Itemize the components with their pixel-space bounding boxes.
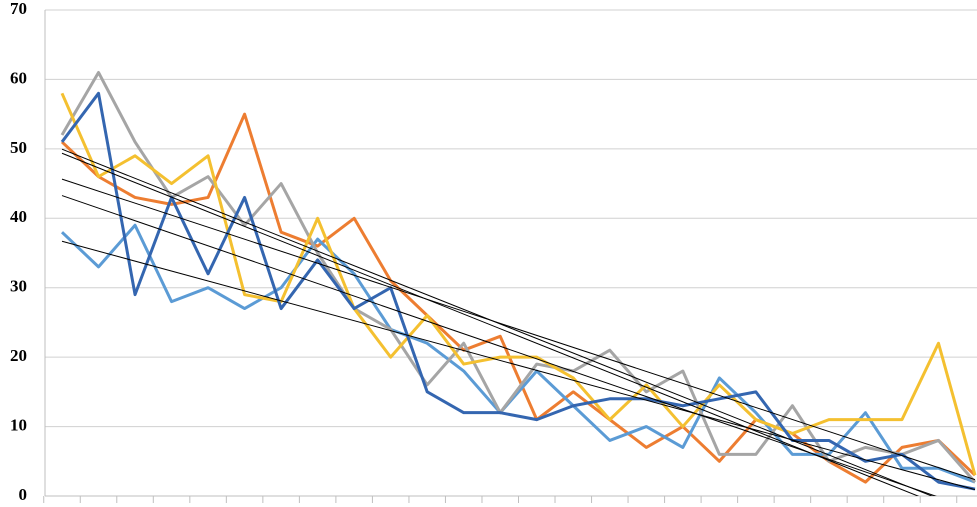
trend-line	[61, 152, 920, 496]
y-tick-label: 0	[19, 485, 28, 504]
y-tick-label: 50	[10, 138, 27, 157]
trend-line	[61, 178, 976, 481]
trend-line	[61, 240, 976, 491]
series-line	[60, 223, 976, 484]
trend-line	[61, 195, 937, 496]
trend-line	[61, 148, 934, 496]
y-tick-label: 70	[10, 0, 27, 18]
y-tick-label: 30	[10, 277, 27, 296]
series-line	[60, 91, 976, 491]
y-tick-label: 10	[10, 415, 27, 434]
y-tick-label: 20	[10, 346, 27, 365]
y-tick-label: 40	[10, 207, 27, 226]
y-tick-label: 60	[10, 68, 27, 87]
series-line	[60, 92, 977, 476]
